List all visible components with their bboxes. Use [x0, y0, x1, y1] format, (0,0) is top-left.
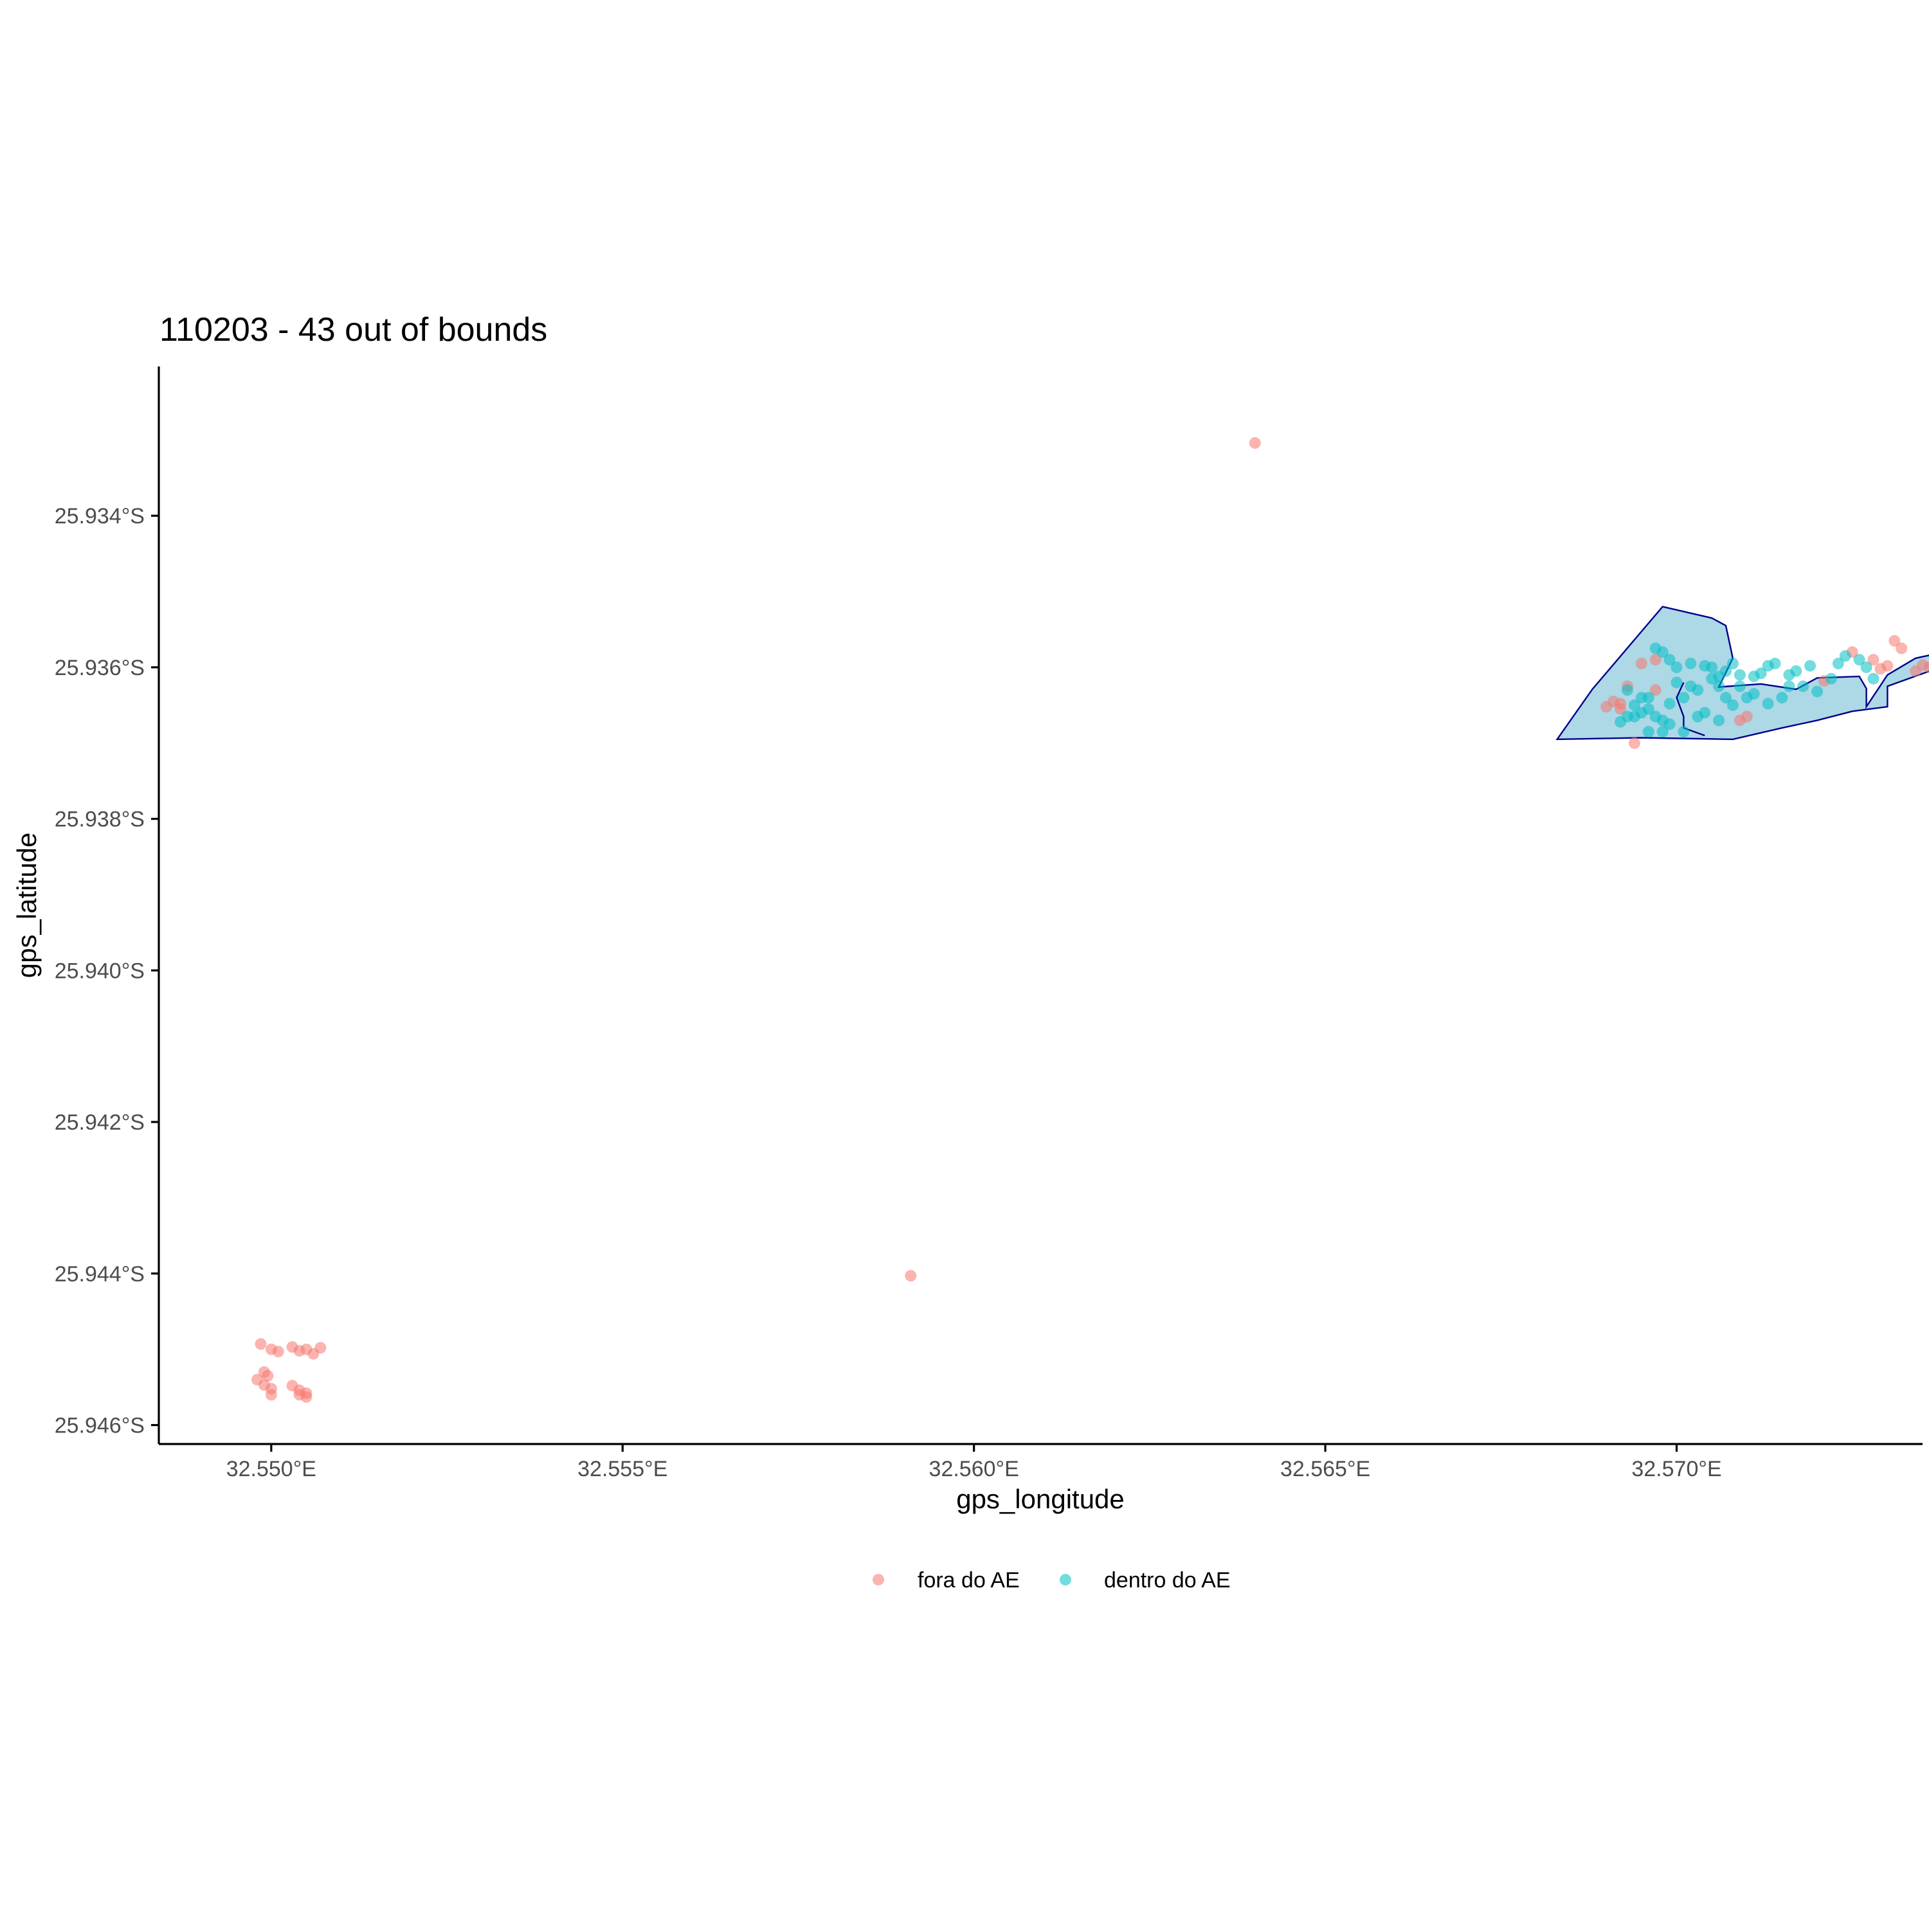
data-point-inside-38 — [1678, 726, 1690, 738]
x-tick-label-4: 32.570°E — [1631, 1457, 1721, 1481]
data-point-inside-27 — [1713, 680, 1725, 692]
x-tick-label-0: 32.550°E — [226, 1457, 316, 1481]
data-point-inside-56 — [1713, 671, 1725, 683]
y-tick-label-2: 25.938°S — [55, 808, 145, 832]
legend: fora do AE dentro do AE — [873, 1568, 1231, 1593]
data-point-inside-59 — [1628, 699, 1640, 711]
y-tick-label-1: 25.936°S — [55, 656, 145, 680]
data-point-inside-57 — [1734, 680, 1746, 692]
data-point-inside-2 — [1663, 654, 1676, 666]
data-point-outside-37 — [1649, 684, 1662, 696]
data-point-outside-42 — [1917, 659, 1928, 671]
data-point-outside-21 — [1635, 658, 1647, 669]
data-point-outside-9 — [314, 1342, 327, 1354]
data-point-outside-4 — [272, 1346, 284, 1358]
x-tick-label-1: 32.555°E — [577, 1457, 667, 1481]
y-axis-title: gps_latitude — [12, 833, 42, 979]
data-point-inside-53 — [1790, 665, 1802, 677]
data-point-outside-35 — [1896, 642, 1908, 655]
y-tick-label-3: 25.940°S — [55, 959, 145, 983]
y-tick-label-5: 25.944°S — [55, 1262, 145, 1286]
data-point-inside-9 — [1734, 669, 1746, 681]
data-point-outside-38 — [1741, 710, 1753, 723]
data-point-inside-45 — [1635, 692, 1647, 704]
data-point-inside-55 — [1656, 726, 1669, 738]
x-tick-label-2: 32.560°E — [929, 1457, 1019, 1481]
data-point-inside-46 — [1642, 726, 1654, 738]
data-point-inside-19 — [1839, 650, 1851, 662]
data-point-outside-41 — [1874, 663, 1887, 675]
data-point-inside-21 — [1860, 661, 1872, 673]
data-point-inside-50 — [1776, 692, 1788, 704]
data-point-inside-20 — [1853, 654, 1865, 666]
data-point-outside-34 — [1888, 635, 1901, 647]
data-point-outside-20 — [300, 1391, 312, 1403]
data-point-inside-41 — [1713, 714, 1725, 727]
data-point-outside-15 — [265, 1389, 277, 1401]
data-point-inside-4 — [1685, 658, 1697, 669]
data-point-inside-3 — [1671, 661, 1683, 673]
data-point-inside-44 — [1622, 684, 1633, 696]
data-point-inside-11 — [1755, 667, 1767, 680]
y-tick-label-0: 25.934°S — [55, 504, 145, 528]
data-point-outside-40 — [1600, 701, 1613, 713]
data-point-inside-28 — [1720, 692, 1732, 704]
legend-key-1 — [1060, 1574, 1071, 1585]
plot-area — [251, 437, 1929, 1403]
data-point-inside-22 — [1867, 673, 1879, 685]
data-point-inside-25 — [1692, 684, 1704, 696]
data-point-inside-8 — [1726, 658, 1739, 669]
x-tick-label-3: 32.565°E — [1280, 1457, 1370, 1481]
data-point-inside-18 — [1832, 658, 1844, 669]
legend-label-0: fora do AE — [918, 1568, 1020, 1593]
data-point-inside-54 — [1804, 660, 1816, 672]
data-point-inside-15 — [1797, 680, 1809, 692]
data-point-outside-39 — [1615, 698, 1627, 710]
x-axis-title: gps_longitude — [956, 1484, 1125, 1514]
y-tick-label-6: 25.946°S — [55, 1414, 145, 1438]
legend-label-1: dentro do AE — [1104, 1568, 1231, 1593]
data-point-inside-49 — [1762, 698, 1774, 710]
data-point-inside-6 — [1706, 661, 1718, 673]
data-point-inside-37 — [1663, 718, 1676, 730]
data-point-outside-36 — [1649, 654, 1662, 666]
data-point-inside-40 — [1699, 707, 1711, 719]
chart-title: 110203 - 43 out of bounds — [159, 311, 547, 348]
data-point-inside-31 — [1748, 688, 1760, 700]
data-point-inside-48 — [1678, 692, 1690, 704]
data-point-inside-58 — [1642, 703, 1654, 715]
data-point-inside-16 — [1811, 685, 1824, 698]
data-point-inside-47 — [1663, 698, 1676, 710]
data-point-inside-1 — [1656, 646, 1669, 658]
data-point-outside-29 — [1867, 654, 1879, 666]
data-point-outside-1 — [905, 1270, 917, 1282]
data-point-inside-13 — [1769, 658, 1781, 669]
data-point-inside-43 — [1615, 716, 1627, 728]
data-point-outside-0 — [1249, 437, 1261, 449]
y-tick-label-4: 25.942°S — [55, 1110, 145, 1135]
data-point-outside-11 — [262, 1369, 274, 1382]
data-point-inside-51 — [1783, 680, 1795, 692]
data-point-outside-25 — [1628, 737, 1640, 749]
legend-key-0 — [873, 1574, 884, 1585]
data-point-inside-23 — [1671, 676, 1683, 689]
data-point-inside-17 — [1825, 673, 1837, 685]
x-axis-ticks: 32.550°E 32.555°E 32.560°E 32.565°E 32.570°E — [226, 1444, 1722, 1481]
data-point-inside-29 — [1726, 699, 1739, 711]
enumeration-area-inner-boundary — [1676, 682, 1705, 737]
y-axis-ticks: 25.934°S 25.936°S 25.938°S 25.940°S 25.942°S… — [55, 504, 159, 1438]
data-point-outside-2 — [255, 1338, 267, 1350]
